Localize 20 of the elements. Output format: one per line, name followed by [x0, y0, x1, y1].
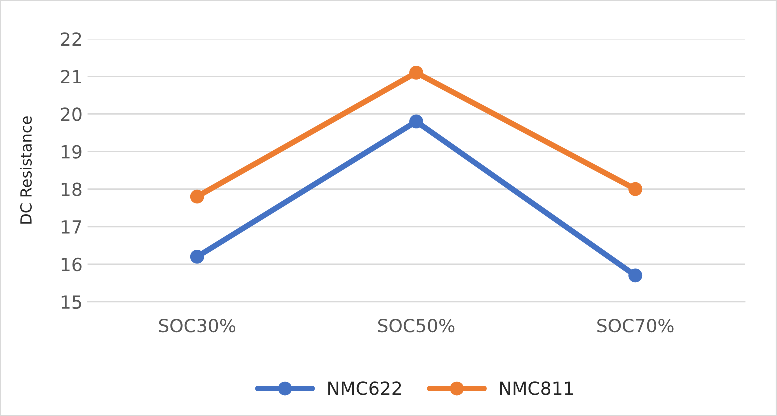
- y-tick-label: 15: [62, 296, 82, 310]
- legend-label: NMC811: [500, 382, 574, 396]
- y-tick-label: 21: [61, 70, 82, 84]
- legend-label: NMC622: [328, 382, 402, 396]
- point: [628, 268, 643, 283]
- y-tick-label: 17: [62, 220, 82, 234]
- y-axis-title: DC Resistance: [20, 116, 32, 224]
- point: [190, 250, 204, 264]
- point: [410, 66, 424, 80]
- x-tick-label: SOC50%: [378, 319, 455, 333]
- y-tick-label: 22: [61, 32, 82, 46]
- y-tick-label: 16: [62, 258, 82, 272]
- x-tick-label: SOC70%: [598, 319, 674, 333]
- y-tick-label: 19: [62, 145, 82, 159]
- point: [628, 182, 643, 196]
- point: [190, 190, 204, 204]
- y-tick-label: 20: [61, 108, 82, 122]
- x-tick-label: SOC30%: [159, 319, 236, 333]
- y-tick-label: 18: [62, 182, 82, 196]
- point: [410, 114, 424, 129]
